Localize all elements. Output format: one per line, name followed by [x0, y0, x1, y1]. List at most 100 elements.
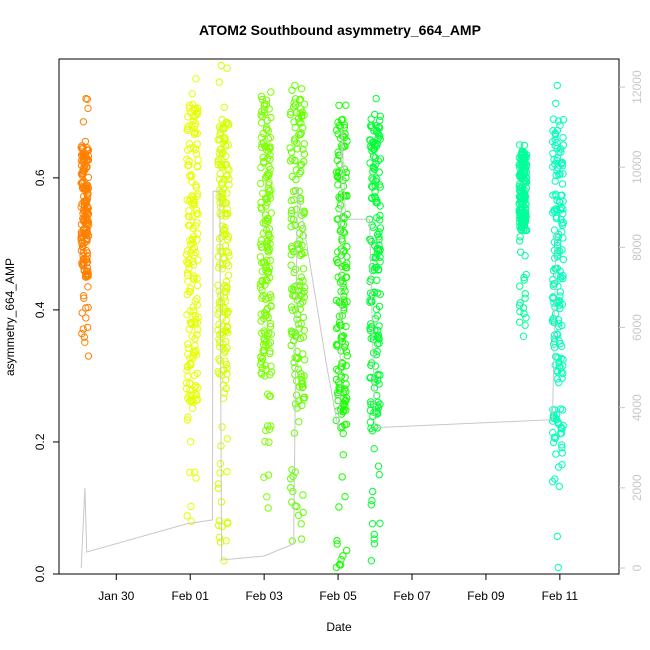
data-point — [556, 292, 564, 300]
data-point — [214, 484, 223, 493]
data-point — [264, 313, 272, 322]
data-point — [300, 210, 308, 218]
data-point — [79, 248, 88, 257]
data-point — [191, 311, 199, 320]
data-point — [221, 142, 230, 150]
data-point — [263, 332, 271, 340]
data-point — [191, 122, 199, 130]
data-point — [296, 96, 304, 104]
data-point — [343, 546, 351, 555]
data-point — [520, 273, 528, 282]
data-point — [368, 174, 376, 182]
data-point — [192, 315, 200, 324]
data-point — [266, 322, 275, 331]
data-point — [223, 164, 232, 173]
data-point — [334, 259, 343, 267]
data-point — [334, 396, 342, 405]
y2-tick-label: 6000 — [630, 314, 644, 341]
data-point — [299, 491, 307, 499]
data-point — [368, 359, 376, 367]
data-point — [223, 435, 232, 443]
data-point — [183, 366, 191, 375]
data-point — [374, 370, 382, 379]
data-point — [555, 301, 564, 309]
data-point — [372, 263, 381, 271]
data-point — [338, 235, 346, 243]
data-point — [292, 377, 301, 385]
data-point — [343, 263, 351, 272]
data-point — [84, 104, 92, 113]
data-point — [299, 393, 308, 402]
data-point — [265, 162, 273, 171]
data-point — [193, 162, 202, 170]
x-tick-label: Feb 01 — [172, 589, 210, 603]
data-point — [190, 243, 199, 252]
data-point — [194, 325, 202, 334]
data-point — [186, 354, 194, 362]
y-tick-label: 0.2 — [33, 433, 47, 450]
data-point — [368, 520, 377, 528]
data-point — [214, 326, 222, 334]
data-point — [188, 178, 196, 186]
data-point — [375, 168, 383, 176]
data-point — [372, 305, 381, 313]
data-point — [193, 281, 202, 290]
data-points — [77, 61, 568, 572]
data-point — [368, 496, 376, 505]
data-point — [291, 305, 300, 314]
data-point — [193, 104, 202, 112]
data-point — [371, 326, 379, 334]
data-point — [376, 519, 384, 527]
data-point — [554, 117, 563, 125]
data-point — [189, 391, 197, 399]
x-tick-label: Jan 30 — [98, 589, 134, 603]
data-point — [183, 290, 191, 299]
data-point — [297, 160, 306, 169]
data-point — [287, 484, 295, 492]
data-point — [221, 357, 229, 365]
data-point — [548, 477, 557, 486]
data-point — [335, 560, 344, 569]
data-point — [216, 338, 224, 347]
data-point — [220, 225, 228, 234]
data-point — [552, 171, 560, 180]
data-point — [366, 324, 374, 333]
data-point — [549, 191, 557, 199]
data-point — [515, 318, 524, 326]
data-point — [189, 303, 197, 311]
data-point — [339, 132, 347, 140]
data-point — [557, 425, 565, 433]
data-point — [550, 155, 558, 164]
data-point — [338, 473, 346, 481]
data-point — [369, 152, 378, 161]
data-point — [262, 426, 270, 435]
data-point — [259, 291, 267, 300]
data-point — [188, 332, 196, 340]
data-point — [266, 144, 274, 153]
data-point — [375, 265, 383, 274]
data-point — [297, 85, 306, 93]
data-point — [370, 127, 378, 135]
data-point — [299, 313, 308, 322]
data-point — [299, 380, 307, 388]
data-point — [288, 466, 296, 474]
data-point — [83, 249, 92, 257]
data-point — [216, 146, 225, 154]
data-point — [517, 186, 525, 195]
data-point — [300, 287, 308, 296]
data-point — [221, 209, 229, 218]
data-point — [343, 352, 351, 360]
data-point — [371, 378, 379, 387]
data-point — [334, 391, 342, 399]
data-point — [549, 294, 557, 303]
data-point — [368, 147, 376, 155]
data-point — [553, 410, 561, 419]
data-point — [84, 173, 93, 182]
data-point — [81, 338, 89, 346]
data-point — [256, 283, 265, 291]
data-point — [551, 361, 559, 369]
data-point — [554, 463, 563, 471]
data-point — [554, 563, 562, 572]
data-point — [218, 248, 226, 256]
data-point — [264, 471, 273, 479]
